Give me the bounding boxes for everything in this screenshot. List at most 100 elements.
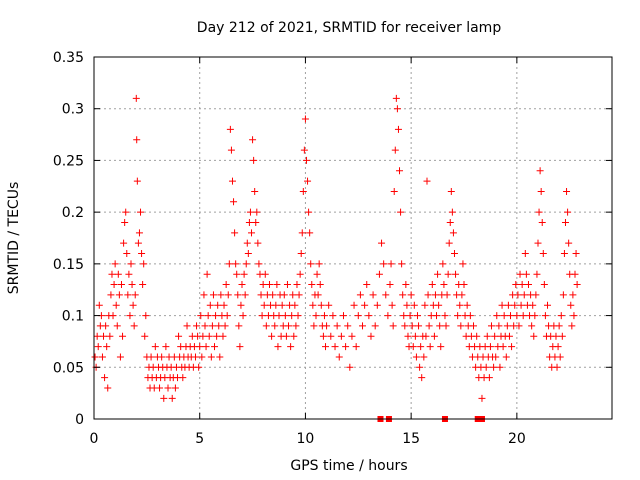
data-point xyxy=(230,198,238,206)
data-point xyxy=(116,353,124,361)
data-point xyxy=(391,146,399,154)
data-point xyxy=(556,353,564,361)
data-point xyxy=(128,281,136,289)
data-point xyxy=(141,332,149,340)
data-point xyxy=(483,332,491,340)
y-axis-label: SRMTID / TECUs xyxy=(6,182,22,295)
data-point xyxy=(522,270,530,278)
data-point xyxy=(530,332,538,340)
data-point xyxy=(104,384,112,392)
data-point xyxy=(199,332,207,340)
data-point xyxy=(387,260,395,268)
data-point xyxy=(402,281,410,289)
data-point xyxy=(380,260,388,268)
data-point xyxy=(312,312,320,320)
data-point xyxy=(111,260,119,268)
data-point xyxy=(227,146,235,154)
data-point xyxy=(505,332,513,340)
data-point xyxy=(470,322,478,330)
data-point xyxy=(208,322,216,330)
data-point xyxy=(106,332,114,340)
data-point xyxy=(359,322,367,330)
x-tick-label: 15 xyxy=(402,431,420,447)
data-point xyxy=(305,208,313,216)
data-point xyxy=(520,291,528,299)
data-point xyxy=(408,322,416,330)
data-point xyxy=(371,322,379,330)
data-point xyxy=(304,177,312,185)
data-point xyxy=(544,301,552,309)
data-point xyxy=(401,322,409,330)
data-point xyxy=(226,125,234,133)
y-tick-label: 0.3 xyxy=(62,102,84,118)
data-point xyxy=(555,322,563,330)
data-point xyxy=(245,218,253,226)
data-point xyxy=(249,136,257,144)
data-point xyxy=(540,281,548,289)
data-point xyxy=(420,353,428,361)
data-point xyxy=(213,332,221,340)
data-point xyxy=(100,332,108,340)
data-point xyxy=(251,187,259,195)
data-point xyxy=(517,301,525,309)
data-point xyxy=(394,125,402,133)
plot-frame xyxy=(93,56,613,420)
data-point xyxy=(292,322,300,330)
data-point xyxy=(253,208,261,216)
data-point xyxy=(308,281,316,289)
data-point xyxy=(232,260,240,268)
data-point xyxy=(307,260,315,268)
data-point xyxy=(124,291,132,299)
data-point xyxy=(396,167,404,175)
data-point xyxy=(456,301,464,309)
data-point xyxy=(507,312,515,320)
data-point xyxy=(215,322,223,330)
data-point xyxy=(422,332,430,340)
data-point xyxy=(285,322,293,330)
data-point xyxy=(434,270,442,278)
data-point xyxy=(443,291,451,299)
data-point xyxy=(126,312,134,320)
data-point xyxy=(314,291,322,299)
data-point xyxy=(490,363,498,371)
data-point xyxy=(202,343,210,351)
data-point xyxy=(91,353,99,361)
data-point xyxy=(272,301,280,309)
data-point xyxy=(231,229,239,237)
data-point xyxy=(204,312,212,320)
data-point xyxy=(361,301,369,309)
x-axis-label: GPS time / hours xyxy=(290,458,407,474)
data-point xyxy=(130,322,138,330)
data-point xyxy=(298,229,306,237)
data-point xyxy=(514,291,522,299)
data-point xyxy=(559,291,567,299)
data-point xyxy=(399,291,407,299)
data-point xyxy=(108,270,116,278)
data-point xyxy=(348,332,356,340)
data-point xyxy=(397,208,405,216)
data-point xyxy=(503,322,511,330)
data-point xyxy=(400,312,408,320)
data-point xyxy=(147,353,155,361)
data-point xyxy=(570,312,578,320)
data-point xyxy=(289,291,297,299)
data-point xyxy=(191,353,199,361)
data-point xyxy=(565,239,573,247)
data-point xyxy=(306,229,314,237)
y-tick-label: 0.05 xyxy=(53,360,84,376)
data-point xyxy=(235,322,243,330)
data-point xyxy=(350,301,358,309)
data-point xyxy=(113,322,121,330)
data-point xyxy=(535,208,543,216)
data-points xyxy=(91,94,581,422)
data-point xyxy=(452,270,460,278)
x-tick-label: 0 xyxy=(90,431,99,447)
data-point xyxy=(299,187,307,195)
data-point xyxy=(117,281,125,289)
data-point xyxy=(564,208,572,216)
data-point xyxy=(315,260,323,268)
data-point xyxy=(572,250,580,258)
data-point xyxy=(390,187,398,195)
data-point xyxy=(109,312,117,320)
data-point xyxy=(404,332,412,340)
